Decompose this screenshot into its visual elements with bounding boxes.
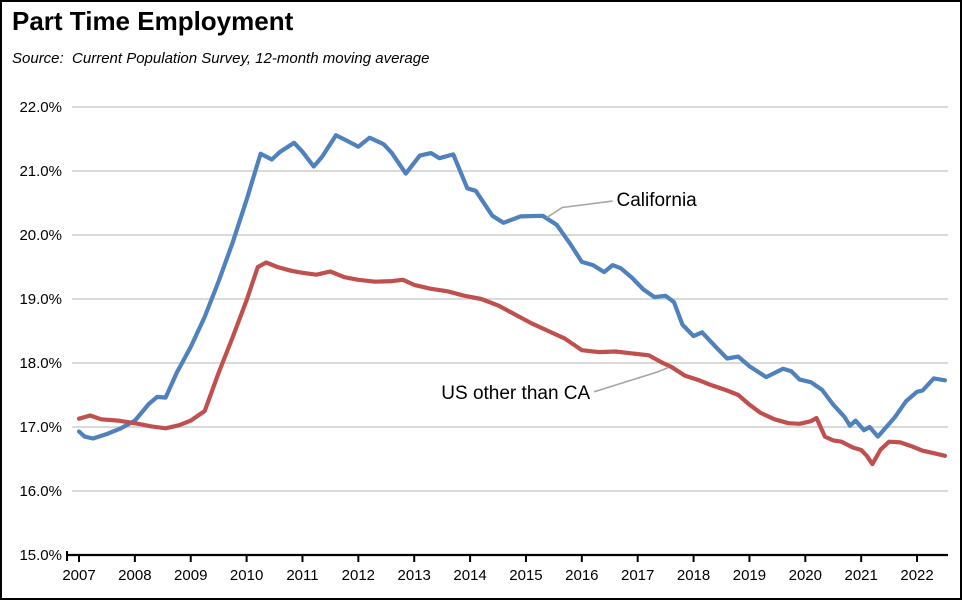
x-axis-tick-label: 2007 [62, 567, 95, 584]
y-axis-tick-label: 19.0% [19, 291, 62, 308]
x-axis-tick-label: 2013 [398, 567, 431, 584]
y-axis-tick-label: 16.0% [19, 483, 62, 500]
chart-title: Part Time Employment [12, 6, 294, 36]
y-axis-tick-label: 22.0% [19, 99, 62, 116]
series-us-other-line [76, 260, 948, 467]
y-axis-tick-label: 18.0% [19, 355, 62, 372]
california-leader-line [546, 200, 613, 219]
x-axis-tick-label: 2011 [286, 567, 318, 584]
series-california-line [76, 133, 948, 441]
us-other-leader-line [593, 366, 669, 393]
x-axis-tick-label: 2009 [174, 567, 207, 584]
y-axis-tick-label: 15.0% [19, 547, 62, 564]
us-other-series-label: US other than CA [441, 383, 590, 404]
x-axis-tick-label: 2015 [509, 567, 542, 584]
x-axis-tick-label: 2008 [118, 567, 151, 584]
y-axis-tick-label: 17.0% [19, 419, 62, 436]
x-axis-tick-label: 2022 [900, 567, 933, 584]
x-axis-tick-label: 2018 [677, 567, 710, 584]
x-axis-tick-label: 2010 [230, 567, 263, 584]
x-axis-tick-label: 2017 [621, 567, 654, 584]
california-series-label: California [616, 190, 697, 211]
y-axis-tick-label: 21.0% [19, 163, 62, 180]
x-axis-tick-label: 2021 [844, 567, 877, 584]
x-axis-tick-label: 2014 [453, 567, 486, 584]
x-axis-tick-label: 2012 [342, 567, 375, 584]
chart-source-note: Source: Current Population Survey, 12-mo… [12, 50, 430, 67]
y-axis-tick-label: 20.0% [19, 227, 62, 244]
x-axis-tick-label: 2016 [565, 567, 598, 584]
x-axis-tick-label: 2019 [733, 567, 766, 584]
x-axis-tick-label: 2020 [789, 567, 822, 584]
